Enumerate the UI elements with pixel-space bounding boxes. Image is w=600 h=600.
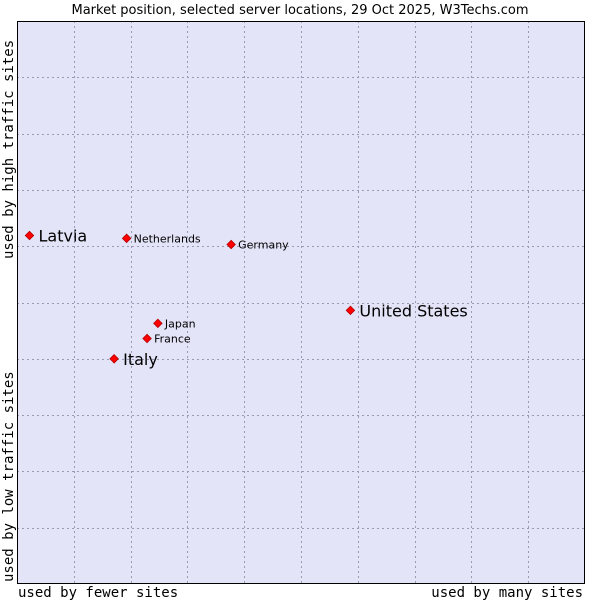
point-label-italy: Italy <box>123 350 158 369</box>
plot-border <box>17 21 585 584</box>
point-japan <box>153 318 163 329</box>
y-axis-label-top: used by high traffic sites <box>1 40 17 259</box>
point-label-latvia: Latvia <box>38 227 87 246</box>
point-label-united-states: United States <box>359 301 467 320</box>
y-axis-label-bottom: used by low traffic sites <box>1 371 17 582</box>
point-italy <box>109 354 119 364</box>
point-france <box>142 333 152 344</box>
point-label-netherlands: Netherlands <box>134 232 201 245</box>
chart-title: Market position, selected server locatio… <box>71 3 528 18</box>
point-latvia <box>24 230 35 241</box>
point-label-germany: Germany <box>238 239 289 252</box>
x-axis-label-right: used by many sites <box>431 585 583 600</box>
point-united-states <box>345 305 356 316</box>
point-label-france: France <box>154 333 191 346</box>
point-germany <box>226 239 236 250</box>
point-label-japan: Japan <box>164 317 196 330</box>
point-netherlands <box>121 233 132 244</box>
x-axis-label-left: used by fewer sites <box>18 585 178 600</box>
data-points: Latvia Netherlands Germany United States Jap… <box>24 227 468 369</box>
grid-lines <box>17 21 585 584</box>
